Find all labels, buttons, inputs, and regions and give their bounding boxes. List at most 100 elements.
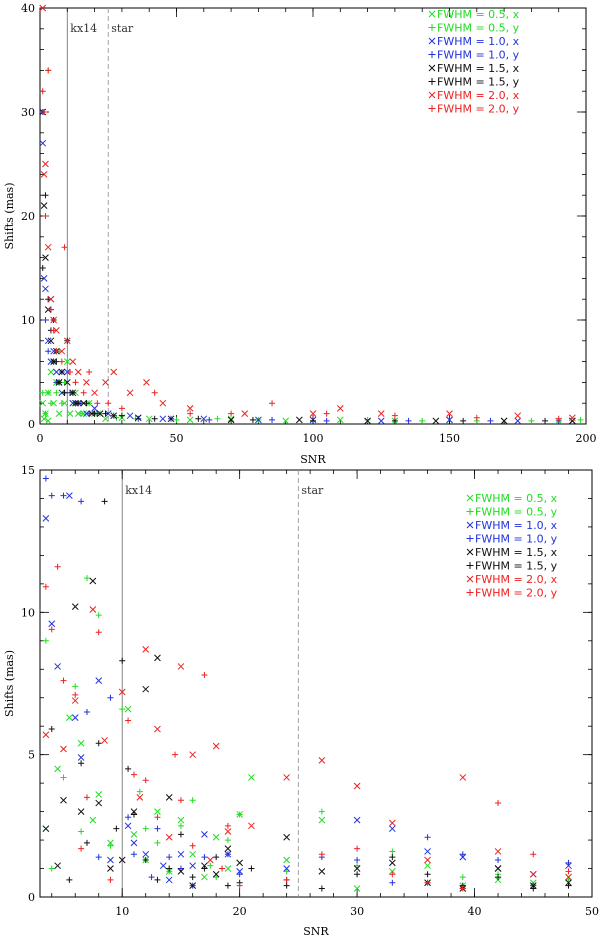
- data-point: [224, 828, 232, 835]
- data-point: [44, 243, 52, 251]
- data-point: [165, 833, 173, 841]
- data-point: [459, 774, 467, 781]
- legend-entry: FWHM = 1.0, y: [437, 49, 520, 62]
- data-point: [459, 885, 466, 892]
- data-point: [63, 358, 71, 365]
- data-point: [50, 327, 57, 334]
- data-point: [42, 213, 49, 219]
- legend-marker: [428, 37, 436, 45]
- data-point: [119, 706, 126, 713]
- data-point: [110, 412, 118, 420]
- data-point: [172, 751, 179, 758]
- data-point: [323, 410, 330, 417]
- data-point: [364, 417, 371, 425]
- data-point: [283, 882, 290, 889]
- data-point: [48, 726, 55, 733]
- data-point: [125, 814, 132, 821]
- data-point: [42, 160, 49, 168]
- data-point: [83, 839, 90, 846]
- data-point: [130, 771, 137, 778]
- x-tick-label: 50: [170, 432, 184, 445]
- data-point: [80, 389, 87, 396]
- data-point: [542, 417, 549, 424]
- data-point: [500, 417, 508, 425]
- data-point: [125, 717, 132, 724]
- legend-entry: FWHM = 1.5, y: [475, 560, 558, 573]
- data-point: [283, 774, 290, 781]
- data-point: [177, 663, 185, 670]
- data-point: [78, 828, 85, 835]
- data-point: [405, 417, 412, 424]
- data-point: [565, 876, 572, 883]
- data-point: [295, 416, 303, 424]
- data-point: [124, 705, 132, 713]
- data-point: [95, 799, 103, 807]
- data-point: [151, 415, 158, 422]
- data-point: [165, 794, 173, 801]
- data-point: [60, 796, 67, 804]
- data-point: [125, 765, 132, 772]
- data-point: [212, 870, 220, 878]
- data-point: [118, 856, 126, 864]
- data-point: [224, 845, 232, 852]
- legend-marker: [466, 575, 474, 583]
- data-point: [95, 629, 102, 636]
- data-point: [177, 797, 184, 804]
- data-point: [494, 848, 502, 855]
- data-point: [118, 405, 125, 412]
- data-point: [83, 400, 90, 407]
- data-point: [47, 368, 55, 376]
- data-point: [42, 285, 49, 293]
- data-point: [94, 400, 101, 407]
- data-point: [110, 368, 118, 376]
- data-point: [154, 839, 161, 846]
- data-point: [318, 885, 325, 892]
- data-point: [318, 868, 326, 875]
- data-point: [424, 879, 431, 886]
- data-point: [118, 688, 126, 696]
- legend-entry: FWHM = 1.0, x: [475, 519, 558, 532]
- series-1: [39, 358, 563, 425]
- data-point: [201, 831, 208, 838]
- data-point: [60, 745, 67, 753]
- legend-entry: FWHM = 1.5, x: [437, 62, 520, 75]
- data-point: [145, 415, 153, 423]
- data-point: [95, 791, 103, 798]
- data-point: [47, 295, 55, 303]
- data-point: [77, 739, 85, 747]
- data-point: [377, 417, 385, 425]
- data-point: [107, 856, 114, 864]
- data-point: [130, 839, 138, 847]
- data-point: [53, 358, 60, 365]
- legend-entry: FWHM = 2.0, x: [475, 573, 558, 586]
- y-tick-label: 20: [21, 210, 35, 223]
- data-point: [154, 825, 161, 832]
- data-point: [201, 865, 208, 872]
- series-3: [42, 492, 572, 884]
- data-point: [72, 691, 79, 698]
- data-point: [47, 400, 54, 407]
- data-point: [154, 725, 161, 733]
- data-point: [354, 845, 361, 852]
- data-point: [134, 414, 142, 422]
- data-point: [54, 765, 61, 773]
- data-point: [248, 774, 255, 781]
- data-point: [177, 868, 185, 875]
- series-6: [48, 498, 572, 892]
- data-point: [154, 654, 161, 662]
- data-point: [186, 405, 194, 412]
- data-point: [63, 337, 71, 345]
- data-point: [189, 850, 197, 858]
- data-point: [528, 417, 535, 424]
- data-point: [323, 417, 330, 424]
- data-point: [95, 612, 102, 619]
- data-point: [318, 816, 326, 824]
- series-8: [42, 563, 572, 892]
- data-point: [389, 848, 396, 855]
- legend-entry: FWHM = 0.5, x: [437, 8, 520, 21]
- annotation-label-star: star: [301, 484, 324, 497]
- data-point: [236, 882, 243, 889]
- annotation-label-star: star: [111, 22, 134, 35]
- data-point: [71, 697, 79, 704]
- legend-marker: [466, 535, 474, 542]
